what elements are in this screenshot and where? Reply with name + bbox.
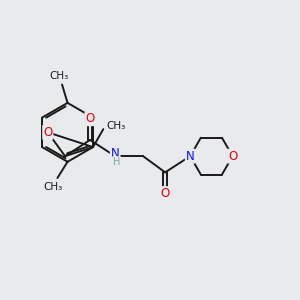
- Text: N: N: [111, 147, 119, 160]
- Text: CH₃: CH₃: [107, 121, 126, 131]
- Text: O: O: [228, 150, 237, 163]
- Text: O: O: [85, 112, 95, 125]
- Text: CH₃: CH₃: [50, 71, 69, 81]
- Text: CH₃: CH₃: [44, 182, 63, 191]
- Text: O: O: [160, 187, 170, 200]
- Text: O: O: [43, 126, 52, 139]
- Text: N: N: [186, 150, 195, 163]
- Text: H: H: [113, 157, 120, 167]
